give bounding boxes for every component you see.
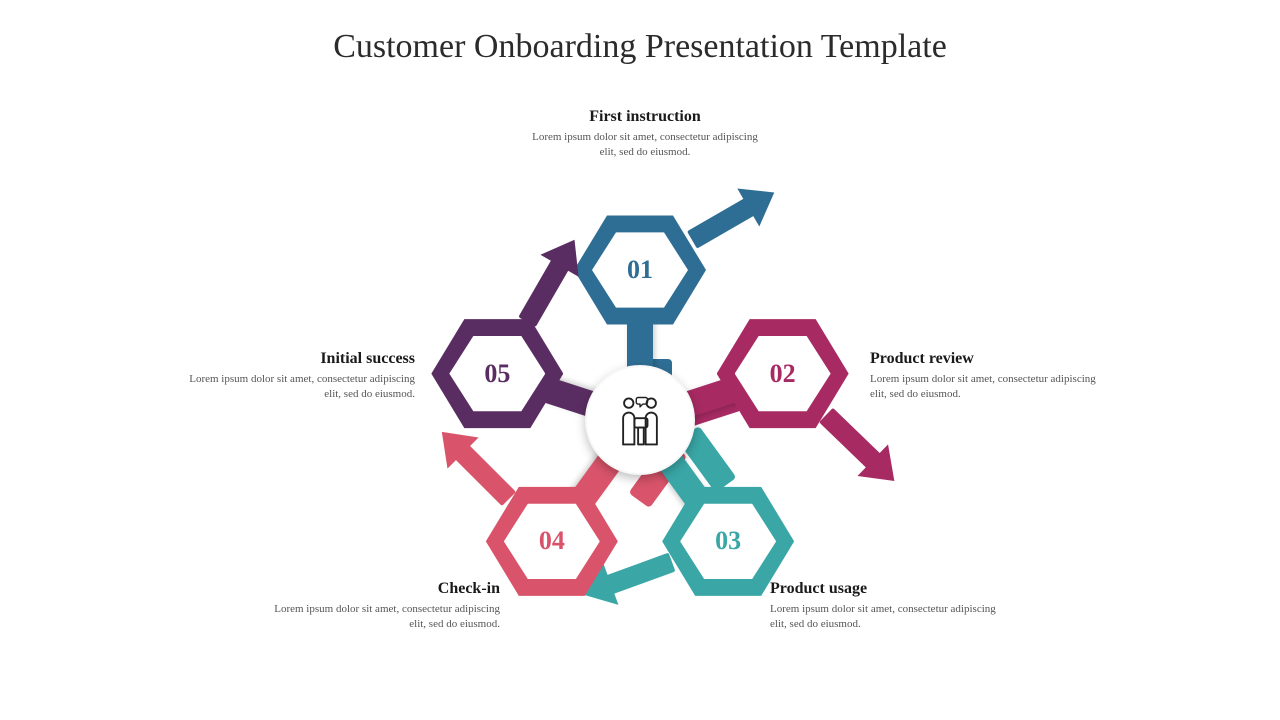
label-body: Lorem ipsum dolor sit amet, consectetur … [530, 130, 760, 160]
slide: Customer Onboarding Presentation Templat… [0, 0, 1280, 720]
center-circle [585, 365, 695, 475]
label-03: Product usage Lorem ipsum dolor sit amet,… [770, 580, 1000, 632]
diagram-stage: 0102030405 First instructionLorem ipsum … [0, 0, 1280, 720]
label-body: Lorem ipsum dolor sit amet, consectetur … [870, 372, 1100, 402]
label-body: Lorem ipsum dolor sit amet, consectetur … [185, 372, 415, 402]
label-body: Lorem ipsum dolor sit amet, consectetur … [770, 602, 1000, 632]
label-body: Lorem ipsum dolor sit amet, consectetur … [270, 602, 500, 632]
label-01: First instruction Lorem ipsum dolor sit a… [530, 108, 760, 160]
label-title: First instruction [530, 108, 760, 126]
hex-node-01: 01 [574, 212, 706, 328]
discussion-icon [610, 390, 670, 450]
label-title: Product usage [770, 580, 1000, 598]
label-title: Product review [870, 350, 1100, 368]
label-02: Product review Lorem ipsum dolor sit amet… [870, 350, 1100, 402]
label-05: Initial success Lorem ipsum dolor sit ame… [185, 350, 415, 402]
hex-node-05: 05 [431, 316, 563, 432]
label-title: Check-in [270, 580, 500, 598]
label-title: Initial success [185, 350, 415, 368]
label-04: Check-in Lorem ipsum dolor sit amet, cons… [270, 580, 500, 632]
